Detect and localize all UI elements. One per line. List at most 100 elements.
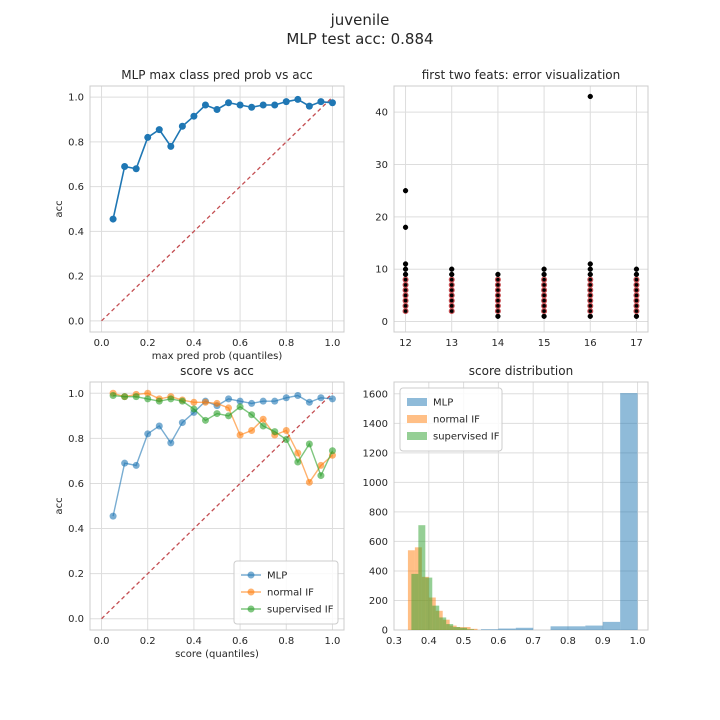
reference-diagonal-line (101, 96, 333, 322)
y-axis-label: acc (54, 497, 65, 514)
scatter-point (587, 261, 593, 267)
scatter-point (494, 292, 501, 299)
x-tick-label: 0.4 (186, 338, 202, 349)
legend-entry-label: supervised IF (433, 432, 500, 443)
figure-subtitle: MLP test acc: 0.884 (286, 30, 433, 48)
scatter-point (541, 266, 547, 272)
y-tick-label: 10 (375, 265, 388, 276)
data-point (155, 126, 163, 134)
data-point (305, 440, 313, 448)
x-tick-label: 1.0 (630, 636, 646, 647)
data-point (294, 392, 302, 400)
y-tick-label: 0.0 (68, 614, 84, 625)
data-point (294, 458, 302, 466)
data-point (282, 435, 290, 443)
x-tick-label: 0.6 (232, 338, 248, 349)
data-point (167, 142, 175, 150)
scatter-point (587, 292, 594, 299)
panel-score-vs-acc: 0.0 0.2 0.4 0.6 0.8 1.0 0.0 0.2 0.4 0.6 0.8 1.0 scor… (54, 364, 345, 660)
scatter-point (587, 93, 593, 100)
y-tick-label: 1.0 (68, 389, 84, 400)
data-point (271, 428, 279, 436)
data-point (109, 392, 117, 400)
scatter-point (402, 308, 409, 315)
y-axis-label: acc (54, 200, 65, 217)
x-tick-label: 16 (584, 338, 597, 349)
plot-frame (89, 381, 345, 631)
histogram-bar (470, 628, 478, 630)
data-point (294, 95, 302, 103)
x-tick-label: 0.3 (386, 636, 402, 647)
y-tick-label: 1000 (363, 478, 388, 489)
y-tick-label: 0.2 (68, 569, 84, 580)
legend-entry-label: supervised IF (267, 605, 334, 616)
y-tick-label: 0 (382, 626, 388, 637)
legend-marker-swatch (247, 571, 255, 579)
y-tick-label: 30 (375, 160, 388, 171)
histogram-bar (446, 624, 454, 630)
x-tick-label: 0.8 (278, 338, 294, 349)
data-point (236, 403, 244, 411)
data-point (109, 215, 117, 223)
legend-entry-label: MLP (267, 571, 287, 582)
y-tick-label: 200 (369, 596, 388, 607)
scatter-point (494, 297, 501, 304)
scatter-point (495, 313, 501, 319)
y-tick-label: 0.6 (68, 479, 84, 490)
scatter-point (495, 271, 501, 278)
data-point (282, 394, 290, 402)
scatter-point (402, 302, 409, 309)
histogram-bar (425, 577, 433, 630)
data-point (155, 422, 163, 430)
y-tick-label: 20 (375, 212, 388, 223)
scatter-point (633, 297, 640, 304)
scatter-point (541, 287, 548, 294)
x-tick-label: 0.2 (140, 636, 156, 647)
scatter-point (587, 297, 594, 304)
panel-error-visualization: 12 13 14 15 16 17 0 10 20 30 40 first two feats: er… (375, 68, 649, 349)
data-point (317, 472, 325, 480)
scatter-point (494, 302, 501, 309)
x-tick-label: 14 (492, 338, 505, 349)
data-point (190, 405, 198, 413)
y-tick-label: 0.4 (68, 227, 84, 238)
histogram-bar (418, 525, 426, 630)
x-tick-label: 0.6 (232, 636, 248, 647)
data-point (201, 101, 209, 109)
legend-entry-label: normal IF (267, 588, 314, 599)
scatter-point (633, 292, 640, 299)
scatter-point (541, 292, 548, 299)
scatter-point (587, 302, 594, 309)
histogram-bar (432, 605, 440, 630)
x-tick-label: 0.4 (186, 636, 202, 647)
x-axis-label: max pred prob (quantiles) (152, 351, 283, 362)
scatter-point (449, 266, 455, 272)
scatter-point (402, 276, 409, 283)
x-tick-label: 0.8 (560, 636, 576, 647)
data-point (190, 112, 198, 120)
legend-marker-swatch (247, 605, 255, 613)
scatter-point (402, 281, 409, 288)
scatter-point (402, 297, 409, 304)
histogram-bar (620, 393, 638, 630)
y-tick-label: 600 (369, 537, 388, 548)
panel-pred-prob-vs-acc: 0.0 0.2 0.4 0.6 0.8 1.0 0.0 0.2 0.4 0.6 0.8 1.0 MLP … (54, 68, 345, 362)
scatter-point (541, 281, 548, 288)
x-tick-label: 12 (399, 338, 412, 349)
scatter-point (402, 266, 409, 272)
y-tick-label: 800 (369, 507, 388, 518)
scatter-point (448, 297, 455, 304)
scatter-point (541, 297, 548, 304)
data-point (305, 102, 313, 110)
x-tick-label: 0.2 (140, 338, 156, 349)
y-tick-label: 1200 (363, 448, 388, 459)
data-point (190, 398, 198, 406)
x-tick-label: 0.9 (595, 636, 611, 647)
panel-title: score vs acc (180, 364, 254, 378)
data-point (259, 422, 267, 430)
data-point (248, 399, 256, 407)
scatter-point (402, 287, 409, 294)
scatter-point (541, 313, 547, 319)
x-tick-label: 0.6 (490, 636, 506, 647)
legend-patch-swatch (407, 415, 427, 423)
